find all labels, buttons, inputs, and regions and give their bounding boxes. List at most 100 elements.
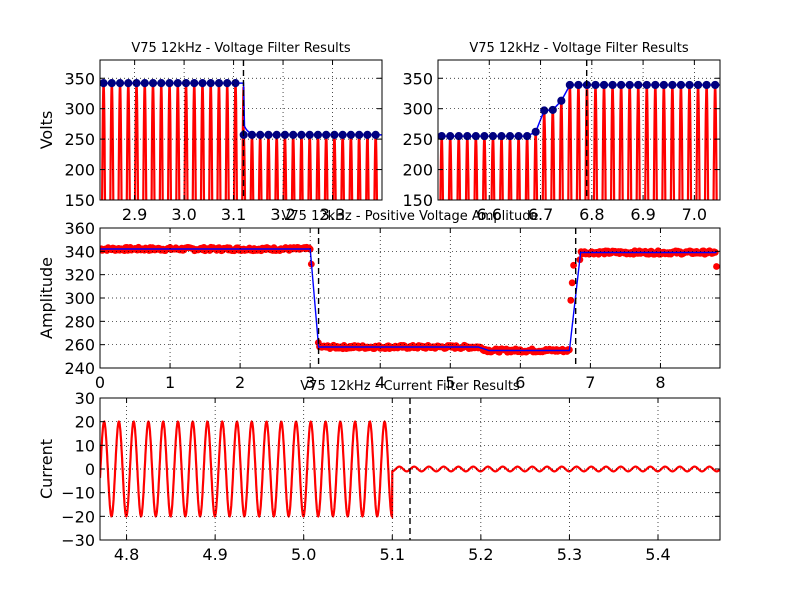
chart-title: V75 12kHz - Voltage Filter Results (469, 41, 689, 56)
peak-point (711, 80, 720, 90)
peak-point (157, 79, 166, 88)
y-tick-label: 10 (75, 436, 95, 455)
peak-point (531, 127, 540, 136)
peak-point (190, 79, 199, 88)
peak-point (676, 80, 686, 90)
x-tick-label: 8 (655, 373, 665, 392)
plot-area (100, 398, 720, 540)
plot-area (100, 60, 382, 200)
filtered-envelope (441, 84, 720, 137)
peak-point (574, 80, 583, 90)
y-tick-label: 150 (64, 191, 95, 210)
peak-point (198, 79, 207, 88)
x-tick-label: 5.1 (380, 545, 405, 564)
y-tick-label: −30 (61, 531, 95, 550)
peak-point (124, 79, 133, 88)
peak-point (181, 79, 191, 88)
peak-point (523, 131, 532, 141)
peak-point (371, 130, 380, 139)
y-tick-label: 0 (85, 460, 95, 479)
x-tick-label: 1 (165, 373, 175, 392)
amplitude-points (100, 243, 720, 356)
peak-point (223, 79, 232, 88)
peak-point (454, 131, 463, 141)
x-tick-label: 2.9 (122, 205, 147, 224)
peak-point (297, 130, 306, 139)
peak-point (330, 130, 339, 139)
y-tick-label: 240 (64, 359, 95, 378)
peak-point (471, 131, 480, 141)
x-tick-label: 6.9 (630, 205, 655, 224)
y-tick-label: 300 (64, 100, 95, 119)
y-tick-label: 350 (402, 69, 433, 88)
chart-current_filter: 4.8 4.9 5.0 5.1 5.2 5.3 5.4 −30 −20 −10 0 10 20 30 V75… (37, 379, 721, 564)
peak-point (540, 106, 549, 115)
peak-point (115, 79, 125, 88)
x-tick-label: 4 (375, 373, 385, 392)
y-tick-label: −10 (61, 484, 95, 503)
y-tick-label: 20 (75, 413, 95, 432)
peak-point (591, 80, 600, 90)
chart-positive_voltage_amplitude: 0 1 2 3 4 5 6 7 8 240 260 280 300 320 340 360 V75 12kHz … (37, 209, 721, 392)
y-tick-label: 250 (64, 130, 95, 149)
x-tick-label: 5.3 (557, 545, 582, 564)
peak-point (685, 80, 694, 90)
peak-point (651, 80, 660, 90)
y-tick-label: 280 (64, 312, 95, 331)
axes-frame (99, 59, 383, 201)
peak-point (107, 79, 116, 88)
x-tick-label: 6.6 (477, 205, 502, 224)
peak-point (463, 131, 472, 141)
peak-point (100, 79, 108, 88)
peak-point (625, 80, 634, 90)
peak-point (363, 130, 372, 139)
x-tick-label: 6.7 (528, 205, 553, 224)
y-tick-label: 250 (402, 130, 433, 149)
y-tick-label: 300 (402, 100, 433, 119)
peak-point (272, 130, 281, 139)
chart-voltage_filter_right: 6.6 6.7 6.8 6.9 7.0 150 200 250 300 350 V75 12kHz … (402, 41, 721, 224)
x-tick-label: 5.2 (468, 545, 493, 564)
peak-point (247, 130, 257, 139)
y-tick-label: −20 (61, 507, 95, 526)
chart-title: V75 12kHz - Current Filter Results (300, 379, 520, 394)
peak-point (148, 79, 158, 88)
chart-title: V75 12kHz - Voltage Filter Results (131, 41, 351, 56)
peak-point (608, 80, 617, 90)
peak-point (514, 131, 523, 141)
peak-point (557, 96, 566, 105)
amplitude-fit-line (100, 248, 717, 352)
amplitude-point (568, 279, 576, 287)
y-tick-label: 300 (64, 289, 95, 308)
y-tick-label: 360 (64, 219, 95, 238)
peak-point (505, 131, 515, 141)
peak-point (548, 105, 557, 115)
y-tick-label: 340 (64, 242, 95, 261)
peak-point (173, 79, 182, 88)
peak-point (497, 131, 506, 141)
peak-point (642, 80, 651, 90)
peak-point (231, 79, 240, 88)
x-tick-label: 3.2 (270, 205, 295, 224)
axes-frame (99, 227, 721, 369)
filtered-envelope (100, 82, 382, 136)
y-axis-label: Volts (37, 111, 56, 150)
x-tick-label: 0 (95, 373, 105, 392)
amplitude-point (567, 296, 575, 304)
y-tick-label: 150 (402, 191, 433, 210)
peak-point (599, 80, 609, 90)
y-tick-label: 320 (64, 266, 95, 285)
x-tick-label: 6 (515, 373, 525, 392)
y-tick-label: 200 (64, 161, 95, 180)
peak-point (165, 79, 174, 88)
peak-point (634, 80, 643, 90)
y-tick-label: 260 (64, 336, 95, 355)
peak-point (693, 80, 703, 90)
x-tick-label: 3.1 (221, 205, 246, 224)
peak-point (280, 130, 290, 139)
peak-point (206, 79, 215, 88)
peak-point (140, 79, 149, 88)
peak-point (668, 80, 677, 90)
peak-point (313, 130, 323, 139)
x-tick-label: 4.8 (114, 545, 139, 564)
